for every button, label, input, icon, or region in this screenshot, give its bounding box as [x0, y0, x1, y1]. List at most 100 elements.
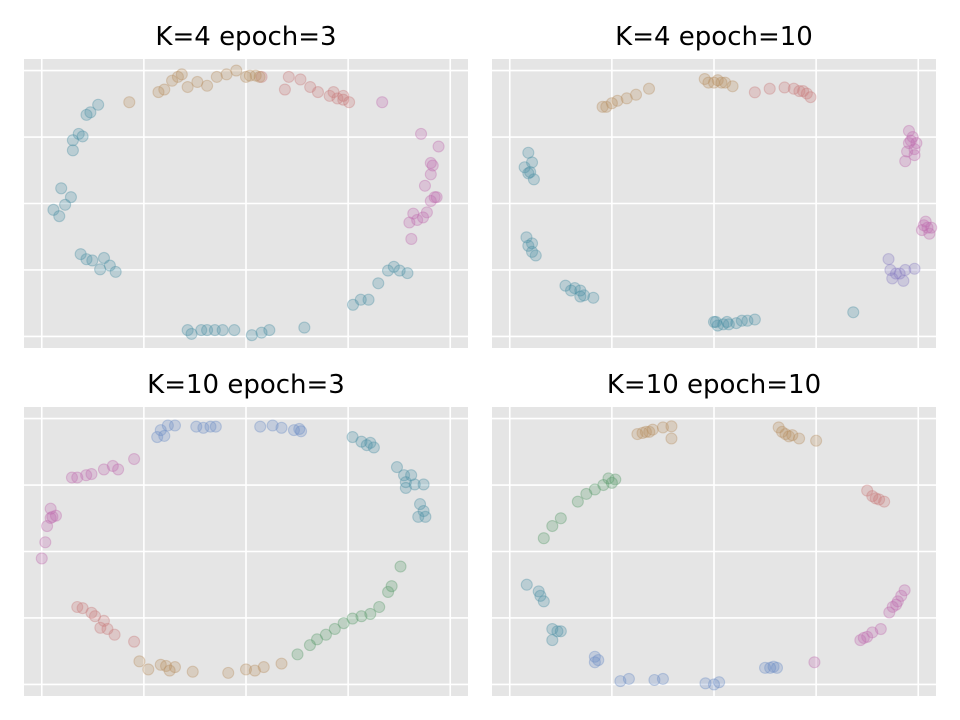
- scatter-point: [346, 612, 359, 625]
- scatter-point: [327, 86, 340, 99]
- scatter-point: [319, 628, 332, 641]
- panel-k10-epoch3: K=10 epoch=3: [24, 370, 468, 696]
- scatter-point: [430, 191, 443, 204]
- scatter-point: [103, 259, 116, 272]
- scatter-point: [220, 68, 233, 81]
- scatter-point: [106, 459, 119, 473]
- scatter-point: [80, 253, 93, 266]
- scatter-point: [175, 68, 188, 81]
- scatter-point: [39, 536, 52, 549]
- panel-k10-epoch10: K=10 epoch=10: [492, 370, 936, 696]
- scatter-point: [408, 478, 421, 491]
- scatter-point: [609, 473, 622, 486]
- scatter-point: [337, 93, 350, 106]
- points-layer: [520, 420, 911, 691]
- scatter-point: [49, 509, 63, 522]
- scatter-point: [355, 435, 368, 448]
- scatter-point: [108, 628, 121, 641]
- scatter-point: [893, 267, 906, 280]
- scatter-point: [620, 92, 633, 105]
- scatter-point: [656, 672, 669, 685]
- scatter-point: [92, 98, 105, 111]
- scatter-point: [390, 461, 404, 474]
- scatter-point: [97, 251, 111, 264]
- scatter-point: [382, 585, 395, 599]
- scatter-point: [355, 610, 368, 623]
- scatter-point: [248, 664, 261, 677]
- scatter-point: [722, 318, 735, 331]
- scatter-point: [97, 614, 110, 627]
- scatter-point: [629, 88, 643, 101]
- scatter-point: [255, 70, 268, 83]
- scatter-point: [209, 420, 222, 433]
- scatter-point: [239, 663, 253, 676]
- scatter-point: [642, 82, 656, 95]
- scatter-point: [41, 520, 54, 533]
- scatter-point: [303, 639, 316, 652]
- scatter-point: [239, 70, 253, 83]
- scatter-point: [398, 469, 411, 482]
- panel-title: K=4 epoch=10: [615, 22, 813, 52]
- scatter-point: [854, 634, 867, 647]
- scatter-point: [605, 476, 618, 489]
- scatter-point: [373, 600, 386, 614]
- points-layer: [518, 72, 938, 332]
- scatter-point: [646, 423, 659, 436]
- scatter-point: [364, 607, 377, 620]
- scatter-point: [76, 130, 89, 143]
- scatter-point: [643, 425, 656, 438]
- scatter-point: [64, 191, 77, 204]
- scatter-point: [906, 130, 919, 144]
- scatter-point: [387, 260, 400, 273]
- scatter-point: [759, 661, 772, 674]
- scatter-point: [417, 504, 430, 518]
- scatter-point: [873, 493, 886, 506]
- scatter-point: [216, 324, 229, 337]
- scatter-point: [266, 419, 279, 432]
- scatter-point: [166, 74, 179, 87]
- scatter-point: [524, 166, 537, 179]
- scatter-point: [210, 70, 223, 83]
- scatter-point: [385, 580, 398, 593]
- scatter-point: [730, 317, 743, 330]
- scatter-point: [343, 96, 356, 109]
- scatter-point: [123, 96, 136, 109]
- scatter-point: [525, 156, 539, 169]
- scatter-point: [707, 678, 721, 691]
- scatter-point: [158, 429, 171, 442]
- scatter-point: [600, 100, 613, 113]
- scatter-point: [412, 510, 425, 523]
- scatter-point: [776, 425, 789, 438]
- scatter-point: [47, 203, 60, 216]
- scatter-point: [546, 634, 559, 647]
- scatter-point: [168, 419, 182, 432]
- scatter-point: [181, 80, 194, 94]
- scatter-point: [711, 319, 724, 332]
- scatter-point: [310, 633, 324, 646]
- scatter-point: [522, 239, 535, 252]
- scatter-point: [622, 672, 635, 685]
- scatter-point: [861, 484, 874, 497]
- scatter-point: [399, 481, 412, 494]
- scatter-point: [902, 137, 916, 150]
- scatter-point: [201, 324, 214, 337]
- scatter-point: [186, 665, 199, 678]
- scatter-point: [614, 675, 627, 688]
- scatter-point: [886, 272, 899, 285]
- scatter-point: [719, 76, 732, 89]
- scatter-point: [362, 293, 375, 306]
- scatter-point: [720, 315, 734, 328]
- scatter-point: [228, 324, 241, 337]
- scatter-point: [915, 224, 929, 237]
- scatter-point: [522, 167, 535, 180]
- scatter-point: [527, 173, 540, 186]
- scatter-point: [770, 661, 784, 674]
- scatter-point: [160, 659, 173, 672]
- scatter-point: [910, 137, 923, 150]
- scatter-point: [245, 329, 258, 342]
- scatter-point: [424, 194, 437, 208]
- scatter-point: [85, 606, 98, 619]
- scatter-point: [571, 495, 584, 508]
- scatter-point: [128, 452, 141, 466]
- scatter-point: [786, 429, 799, 442]
